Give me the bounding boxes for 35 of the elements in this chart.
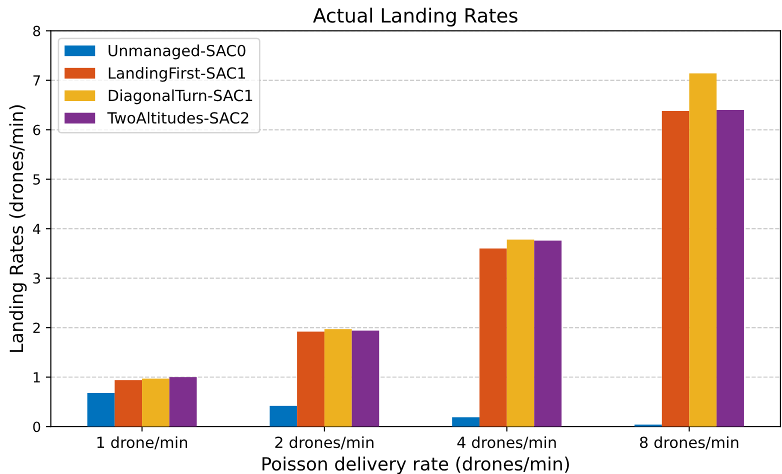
y-tick-label: 3 — [33, 273, 40, 284]
bar — [142, 378, 170, 427]
bar — [352, 330, 380, 427]
bar — [270, 406, 298, 427]
bar — [662, 110, 690, 427]
y-tick-label: 7 — [33, 75, 40, 86]
y-tick-label: 0 — [33, 422, 40, 432]
bar — [297, 332, 324, 427]
chart-title: Actual Landing Rates — [313, 8, 518, 27]
bar — [716, 110, 744, 427]
bar — [87, 392, 115, 427]
bar — [479, 248, 507, 427]
x-tick-label: 4 drones/min — [457, 436, 556, 450]
bar — [689, 73, 717, 427]
bar — [114, 380, 142, 427]
y-axis-title: Landing Rates (drones/min) — [9, 105, 27, 352]
y-tick-label: 2 — [33, 322, 40, 333]
x-tick-label: 8 drones/min — [640, 436, 738, 450]
x-tick-label: 2 drones/min — [275, 436, 374, 450]
y-tick-label: 6 — [33, 124, 40, 136]
legend-label: TwoAltitudes-SAC2 — [107, 112, 248, 124]
bar — [169, 377, 197, 427]
y-tick-label: 1 — [34, 372, 40, 382]
x-tick-label: 1 drone/min — [97, 436, 188, 450]
bar — [324, 329, 352, 427]
bar — [452, 417, 480, 427]
bar — [506, 240, 534, 427]
y-tick-label: 8 — [33, 26, 40, 36]
x-axis-title: Poisson delivery rate (drones/min) — [262, 456, 569, 474]
legend-label: DiagonalTurn-SAC1 — [108, 89, 252, 104]
legend-label: LandingFirst-SAC1 — [108, 66, 246, 82]
y-tick-label: 4 — [32, 224, 40, 234]
bar — [534, 240, 562, 427]
legend-label: Unmanaged-SAC0 — [108, 44, 246, 60]
y-tick-label: 5 — [33, 174, 40, 185]
